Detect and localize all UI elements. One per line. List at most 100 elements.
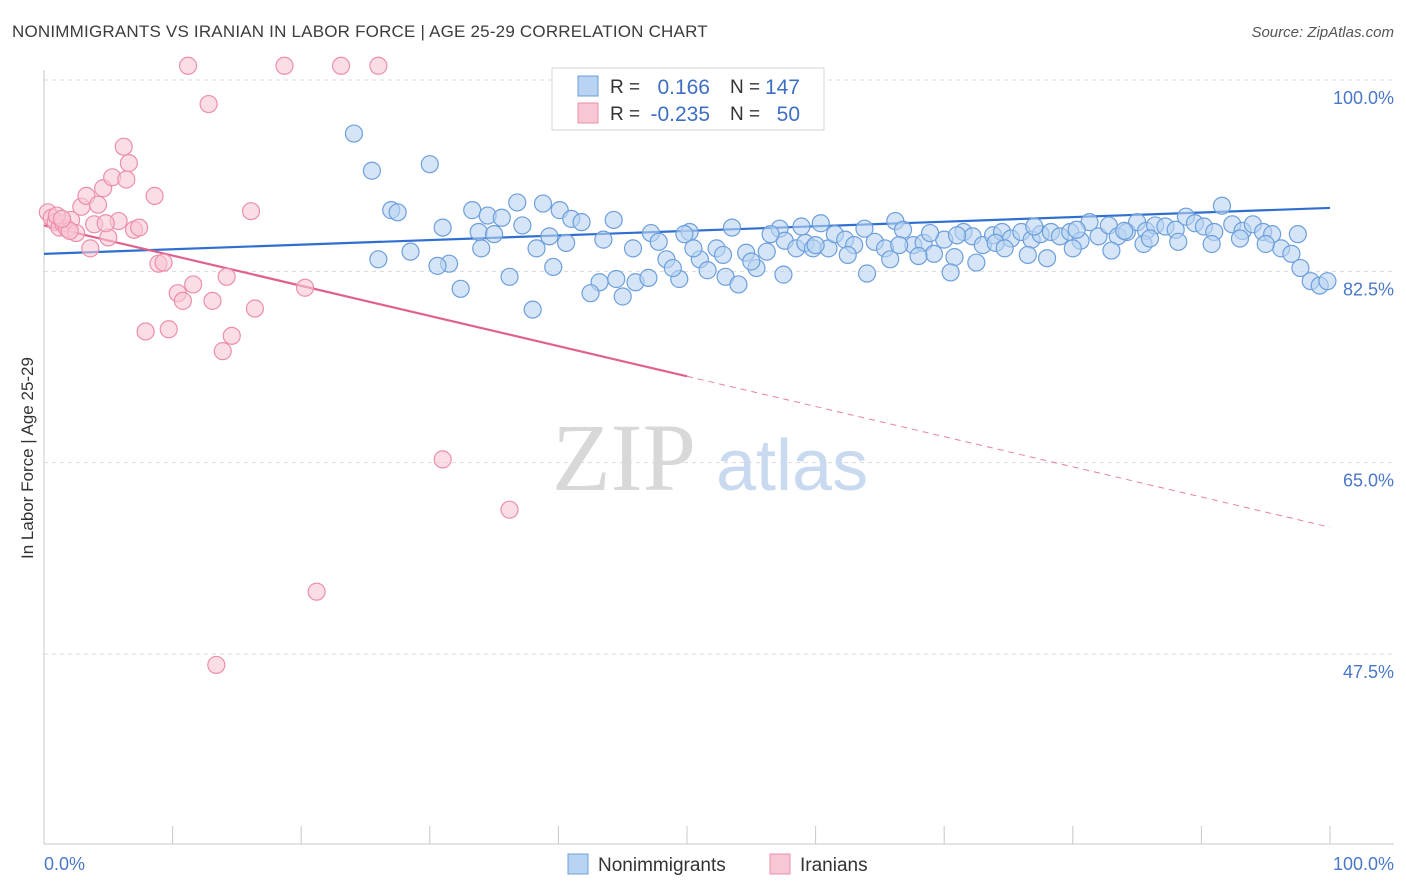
y-tick-label: 47.5% (1343, 662, 1394, 682)
series-legend: Nonimmigrants Iranians (567, 853, 868, 876)
data-point-nonimmigrants (469, 222, 488, 242)
data-point-nonimmigrants (604, 210, 623, 230)
stats-r-label-blue: R = (610, 77, 640, 98)
data-point-iranians (217, 267, 236, 286)
data-point-nonimmigrants (388, 203, 407, 222)
data-point-nonimmigrants (1202, 234, 1221, 254)
data-point-iranians (199, 94, 218, 114)
data-point-iranians (500, 500, 519, 519)
legend-swatch-iranians (769, 853, 791, 875)
data-point-nonimmigrants (684, 239, 703, 258)
data-point-nonimmigrants (722, 218, 742, 237)
data-point-iranians (130, 218, 149, 237)
stats-r-value-pink: -0.235 (650, 103, 710, 126)
data-point-nonimmigrants (544, 257, 563, 277)
data-point-iranians (213, 342, 232, 361)
data-point-nonimmigrants (924, 244, 944, 263)
stats-legend: R = 0.166 N = 147 R = -0.235 N = 50 (551, 67, 825, 131)
data-point-nonimmigrants (1025, 217, 1044, 236)
data-point-nonimmigrants (540, 227, 559, 246)
stats-n-value-blue: 147 (765, 76, 800, 99)
data-point-iranians (203, 291, 222, 310)
data-point-nonimmigrants (774, 265, 793, 284)
x-tick-label-max: 100.0% (1333, 854, 1394, 874)
data-point-iranians (295, 278, 315, 297)
data-point-nonimmigrants (485, 225, 504, 244)
data-point-iranians (145, 186, 164, 205)
trend-line-iranians (43, 224, 688, 378)
data-point-iranians (173, 291, 192, 310)
data-point-nonimmigrants (920, 223, 940, 243)
data-point-nonimmigrants (362, 161, 382, 180)
stats-r-label-pink: R = (610, 104, 640, 125)
data-point-nonimmigrants (1063, 239, 1082, 258)
y-tick-label: 65.0% (1343, 471, 1394, 491)
data-point-nonimmigrants (527, 239, 546, 258)
data-point-nonimmigrants (1102, 241, 1121, 260)
data-point-nonimmigrants (523, 300, 542, 319)
data-point-nonimmigrants (909, 246, 928, 266)
trend-line-extension-iranians (686, 375, 1331, 528)
legend-label-iranians: Iranians (800, 855, 868, 876)
data-point-nonimmigrants (1018, 245, 1037, 265)
data-point-nonimmigrants (401, 242, 420, 261)
data-point-iranians (117, 170, 136, 189)
data-point-nonimmigrants (508, 193, 527, 212)
y-tick-labels: 100.0% 82.5% 65.0% 47.5% (1333, 88, 1394, 682)
data-point-iranians (331, 56, 351, 75)
data-point-nonimmigrants (557, 233, 576, 253)
data-point-nonimmigrants (451, 279, 470, 298)
data-point-nonimmigrants (420, 155, 439, 174)
data-point-iranians (114, 137, 133, 156)
watermark: ZIP atlas (552, 404, 868, 511)
data-point-nonimmigrants (1230, 229, 1250, 248)
data-point-nonimmigrants (890, 235, 909, 255)
data-point-nonimmigrants (613, 287, 632, 306)
data-point-nonimmigrants (623, 239, 643, 258)
data-point-nonimmigrants (947, 226, 967, 245)
data-point-nonimmigrants (428, 256, 447, 275)
data-point-nonimmigrants (838, 245, 857, 265)
data-point-nonimmigrants (1256, 234, 1275, 254)
data-point-nonimmigrants (1318, 272, 1337, 291)
data-point-nonimmigrants (513, 216, 532, 235)
data-point-iranians (222, 326, 241, 345)
data-point-iranians (136, 322, 155, 341)
stats-n-value-pink: 50 (777, 103, 800, 126)
data-point-iranians (184, 275, 203, 294)
data-point-iranians (52, 209, 72, 228)
y-tick-label: 100.0% (1333, 88, 1394, 108)
data-point-iranians (119, 153, 138, 173)
data-point-nonimmigrants (995, 239, 1014, 258)
data-point-nonimmigrants (594, 230, 613, 249)
data-point-iranians (207, 655, 226, 675)
data-point-nonimmigrants (1140, 229, 1160, 248)
data-point-nonimmigrants (1291, 258, 1310, 278)
data-point-nonimmigrants (500, 267, 519, 286)
legend-swatch-nonimmigrants (567, 853, 589, 875)
data-point-nonimmigrants (857, 264, 877, 283)
data-point-nonimmigrants (675, 225, 694, 244)
y-axis-label: In Labor Force | Age 25-29 (18, 357, 37, 559)
data-point-nonimmigrants (757, 242, 776, 261)
y-tick-label: 82.5% (1343, 279, 1394, 299)
data-point-nonimmigrants (663, 258, 682, 278)
data-point-iranians (369, 56, 388, 75)
stats-legend-swatch-pink (577, 102, 599, 124)
data-point-nonimmigrants (792, 217, 811, 236)
data-point-nonimmigrants (698, 261, 717, 280)
data-point-nonimmigrants (533, 194, 553, 213)
x-tick-label-min: 0.0% (44, 854, 85, 874)
stats-n-label-pink: N = (730, 104, 760, 125)
data-point-iranians (159, 320, 178, 339)
data-point-nonimmigrants (433, 218, 452, 237)
watermark-zip: ZIP (552, 404, 696, 511)
data-point-nonimmigrants (572, 213, 591, 232)
data-point-nonimmigrants (881, 250, 900, 269)
source-credit: Source: ZipAtlas.com (1251, 24, 1394, 41)
stats-legend-swatch-blue (577, 75, 599, 97)
data-point-iranians (307, 582, 326, 601)
data-point-nonimmigrants (729, 275, 748, 294)
axes (43, 70, 1394, 845)
